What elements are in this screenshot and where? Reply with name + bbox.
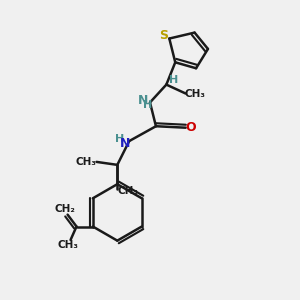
Text: H: H <box>169 75 178 85</box>
Text: S: S <box>159 29 168 42</box>
Text: CH₃: CH₃ <box>117 186 138 196</box>
Text: N: N <box>137 94 148 107</box>
Text: CH₃: CH₃ <box>185 88 206 98</box>
Text: N: N <box>119 137 130 150</box>
Text: H: H <box>115 134 124 144</box>
Text: CH₃: CH₃ <box>76 157 97 167</box>
Text: CH₂: CH₂ <box>54 204 75 214</box>
Text: H: H <box>143 100 152 110</box>
Text: CH₃: CH₃ <box>57 240 78 250</box>
Text: O: O <box>186 121 196 134</box>
